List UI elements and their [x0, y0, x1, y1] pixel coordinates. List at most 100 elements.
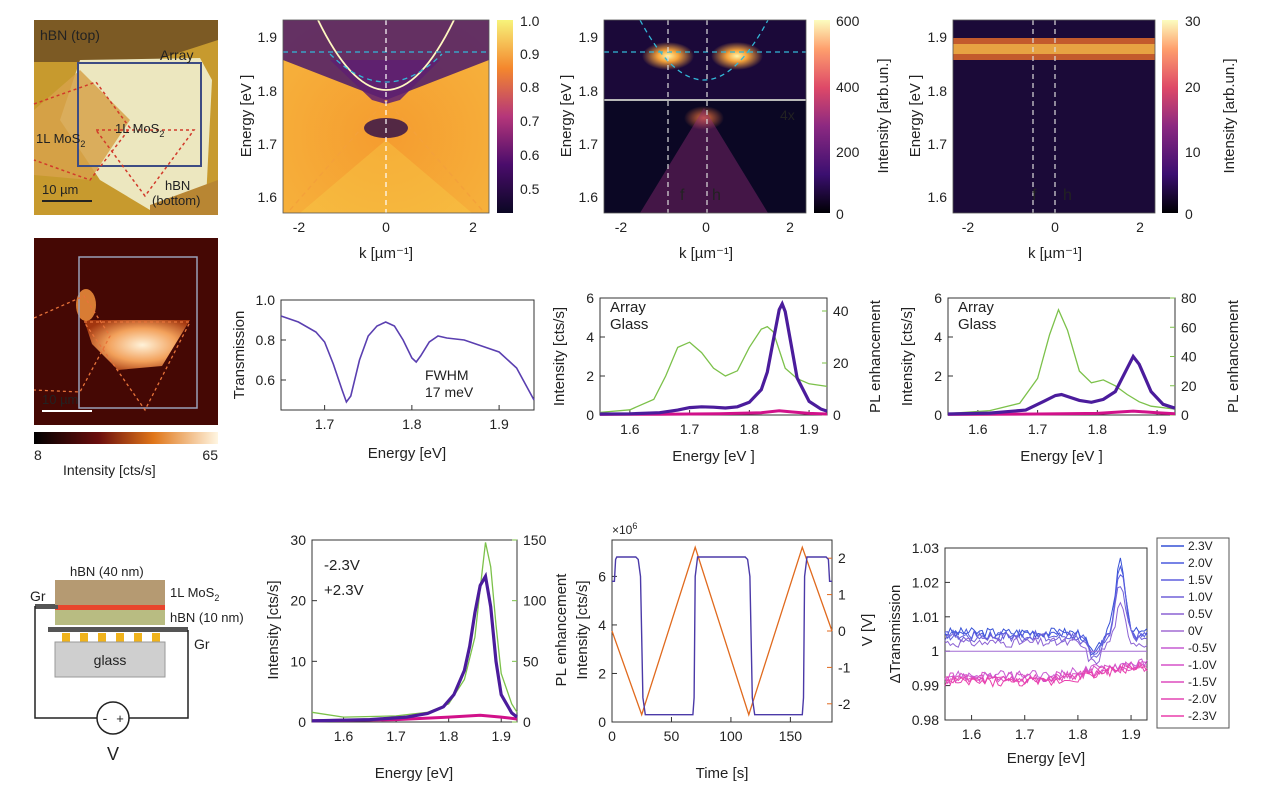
y-tick-label: 0.8 — [256, 332, 276, 348]
voltage-source — [96, 701, 130, 735]
legend-entry: 2.3V — [1188, 539, 1213, 553]
mos2-outline-2 — [95, 129, 196, 198]
hbn40-layer — [55, 580, 165, 605]
y2-tick-label: 1 — [838, 587, 846, 603]
svg-text:1.9: 1.9 — [928, 29, 948, 45]
y-tick-label: 30 — [290, 532, 306, 548]
label-v: V — [107, 744, 119, 764]
x-tick-label: 1.8 — [1068, 726, 1088, 742]
colorbar-label: Intensity [cts/s] — [63, 462, 156, 478]
dispersion-parabola — [317, 19, 455, 91]
dispersion-cbar-4: 0.6 — [520, 147, 540, 163]
label-mos2: 1L MoS2 — [170, 585, 219, 603]
y2-axis-label: PL enhancement — [867, 299, 884, 413]
x-tick-label: 50 — [664, 728, 680, 744]
kspace2-cbar-0: 30 — [1185, 13, 1201, 29]
x-axis-label: Energy [eV] — [1007, 750, 1085, 767]
x-tick-label: 100 — [719, 728, 743, 744]
kspace2-cbar-label: Intensity [arb.un.] — [1221, 58, 1238, 173]
legend-plus-2-3v: +2.3V — [324, 582, 364, 599]
label-glass: glass — [94, 652, 127, 668]
x-tick-label: 150 — [779, 728, 803, 744]
y-tick-label: 6 — [586, 290, 594, 306]
kspace-xlabel: k [µm⁻¹] — [679, 245, 733, 262]
y2-tick-label: 150 — [523, 532, 547, 548]
x-tick-label: 1.6 — [620, 421, 640, 437]
y-tick-label: 2 — [586, 368, 594, 384]
pl-kspace-panel: f h 4x 1.9 1.8 1.7 1.6 -2 0 2 Energy [eV… — [558, 13, 892, 262]
svg-text:1.7: 1.7 — [579, 136, 599, 152]
legend-entry: 0V — [1188, 624, 1203, 638]
dispersion-panel: 1.9 1.8 1.7 1.6 -2 0 2 Energy [eV ] k [µ… — [238, 13, 540, 262]
y-multiplier-exponent: 6 — [632, 521, 637, 531]
x-tick-label: 1.7 — [1015, 726, 1035, 742]
dispersion-colorbar — [497, 20, 513, 213]
x-tick-label: 0 — [608, 728, 616, 744]
svg-text:1.9: 1.9 — [579, 29, 599, 45]
y-tick-label: 10 — [290, 653, 306, 669]
y-tick-label: 1 — [931, 643, 939, 659]
x-tick-label: 1.8 — [1088, 421, 1108, 437]
x-tick-label: 1.7 — [315, 416, 335, 432]
legend-entry: 1.0V — [1188, 590, 1213, 604]
x-axis-label: Energy [eV ] — [1020, 448, 1103, 465]
pl-enhancement-series — [947, 307, 1176, 415]
legend-entry: -2.0V — [1188, 692, 1217, 706]
legend-entry: 2.0V — [1188, 556, 1213, 570]
fwhm-value: 17 meV — [425, 384, 474, 400]
y-tick-label: 4 — [598, 617, 606, 633]
y-axis-label: Intensity [cts/s] — [265, 580, 282, 679]
y-axis-label: Intensity [cts/s] — [574, 580, 591, 679]
kspace2-cbar-1: 20 — [1185, 79, 1201, 95]
y-tick-label: 1.0 — [256, 292, 276, 308]
dispersion-cbar-2: 0.8 — [520, 79, 540, 95]
pl-spectrum-chart-2: 1.6 1.7 1.8 1.90246020406080ArrayGlassEnerg… — [899, 290, 1242, 465]
transmission-series — [280, 315, 535, 404]
dispersion-cbar-0: 1.0 — [520, 13, 540, 29]
y-tick-label: 0 — [934, 407, 942, 423]
y-axis-label: Intensity [cts/s] — [899, 307, 916, 406]
legend-minus-2-3v: -2.3V — [324, 557, 360, 574]
kspace2-cbar-3: 0 — [1185, 206, 1193, 222]
mos2-left-region — [34, 70, 130, 180]
hbn-bottom-region — [150, 180, 218, 215]
kspace-ylabel: Energy [eV ] — [558, 75, 575, 158]
y-tick-label: 1.02 — [912, 574, 939, 590]
svg-text:1.7: 1.7 — [928, 136, 948, 152]
y-tick-label: 0.98 — [912, 712, 939, 728]
dispersion-cbar-3: 0.7 — [520, 113, 540, 129]
label-hbn-bottom-2: (bottom) — [152, 193, 200, 208]
dispersion-xlabel: k [µm⁻¹] — [359, 245, 413, 262]
y-tick-label: 0 — [598, 714, 606, 730]
kspace2-cbar-2: 10 — [1185, 144, 1201, 160]
svg-text:0: 0 — [382, 219, 390, 235]
x-tick-label: 1.7 — [680, 421, 700, 437]
source-minus: - — [103, 710, 108, 726]
label-hbn40: hBN (40 nm) — [70, 564, 144, 579]
kspace-cbar-label: Intensity [arb.un.] — [875, 58, 892, 173]
label-array: Array — [160, 47, 193, 63]
mos2-layer — [55, 605, 165, 610]
y2-tick-label: -2 — [838, 696, 851, 712]
x-tick-label: 1.8 — [402, 416, 422, 432]
y2-axis-label: PL enhancement — [1225, 299, 1242, 413]
wire-right — [129, 630, 189, 719]
y2-tick-label: 100 — [523, 593, 547, 609]
source-plus: + — [116, 711, 124, 726]
y-tick-label: 6 — [934, 290, 942, 306]
x-axis-label: Energy [eV] — [375, 765, 453, 782]
dispersion-ylabel: Energy [eV ] — [238, 75, 255, 158]
y-tick-label: 4 — [934, 329, 942, 345]
colorbar-max: 65 — [202, 447, 218, 463]
y-axis-label: Intensity [cts/s] — [551, 307, 568, 406]
y-tick-label: 4 — [586, 329, 594, 345]
y2-tick-label: 40 — [1181, 349, 1197, 365]
fwhm-label: FWHM — [425, 367, 469, 383]
colorbar-min: 8 — [34, 447, 42, 463]
label-mos2-left: 1L MoS2 — [36, 131, 85, 149]
svg-text:1.6: 1.6 — [928, 189, 948, 205]
y-axis-label: ΔTransmission — [887, 585, 904, 684]
kspace-marker-h: h — [712, 187, 721, 204]
